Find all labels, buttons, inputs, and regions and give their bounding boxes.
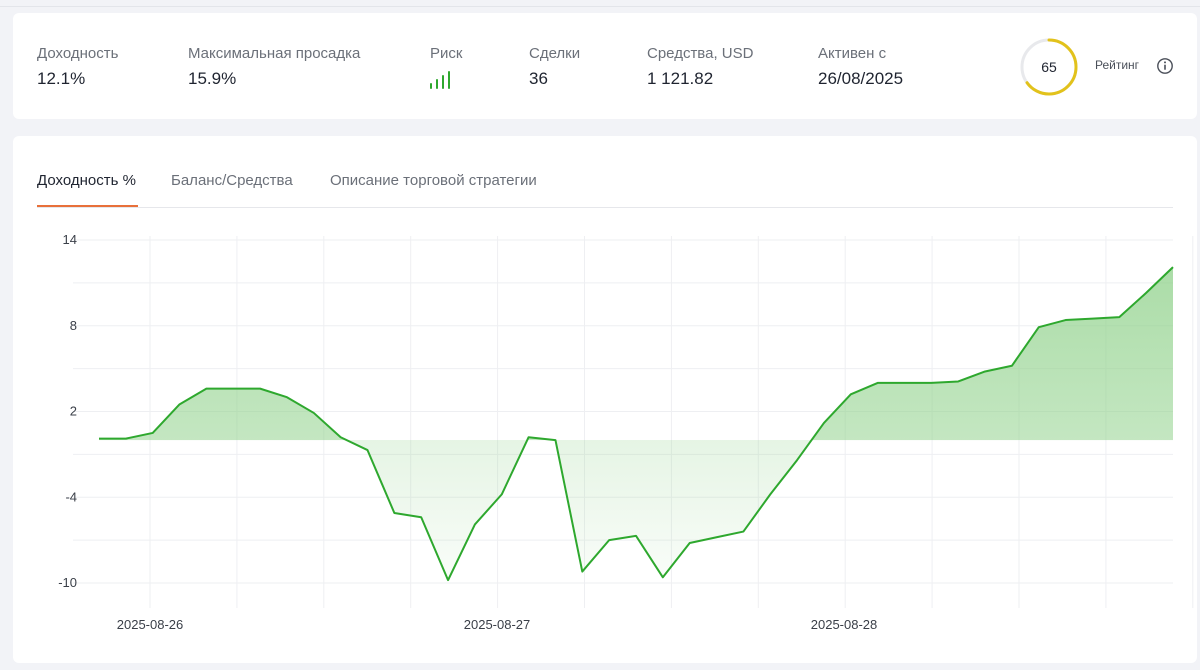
stat-max-drawdown-label: Максимальная просадка bbox=[188, 45, 361, 62]
y-tick-label: -10 bbox=[58, 575, 77, 590]
stat-max-drawdown-value: 15.9% bbox=[188, 69, 237, 88]
x-axis-ticks: 2025-08-26 2025-08-27 2025-08-28 bbox=[117, 617, 878, 632]
x-tick-label: 2025-08-26 bbox=[117, 617, 184, 632]
tab-balance-equity[interactable]: Баланс/Средства bbox=[171, 172, 293, 189]
y-tick-label: -4 bbox=[65, 489, 77, 504]
rating-value: 65 bbox=[1041, 59, 1057, 75]
stat-return-value: 12.1% bbox=[37, 69, 86, 88]
tabs-divider bbox=[37, 207, 1173, 208]
chart-area-fill bbox=[99, 267, 1173, 581]
stat-active-since: Активен с 26/08/2025 bbox=[818, 45, 903, 89]
chart-series-line bbox=[99, 266, 1174, 582]
stat-return-label: Доходность bbox=[37, 45, 119, 62]
stat-trades-label: Сделки bbox=[529, 45, 581, 62]
rating-gauge bbox=[1020, 38, 1078, 96]
y-tick-label: 8 bbox=[70, 318, 77, 333]
active-tab-indicator bbox=[37, 205, 138, 207]
stat-active-since-value: 26/08/2025 bbox=[818, 69, 904, 88]
stat-equity: Средства, USD 1 121.82 bbox=[647, 45, 753, 89]
stat-trades-value: 36 bbox=[529, 69, 548, 88]
x-tick-label: 2025-08-28 bbox=[811, 617, 878, 632]
return-chart: 14 8 2 -4 -10 2025-08-26 2025-08-27 2025-08-28 bbox=[58, 232, 1194, 632]
risk-bar bbox=[448, 71, 450, 89]
stat-trades: Сделки 36 bbox=[529, 45, 580, 89]
area-fill-positive bbox=[99, 267, 1173, 441]
risk-bar bbox=[430, 83, 432, 89]
risk-bar bbox=[436, 79, 438, 89]
return-series-line bbox=[99, 266, 1174, 582]
stat-risk-label: Риск bbox=[430, 45, 463, 62]
stat-return: Доходность 12.1% bbox=[37, 45, 118, 89]
y-axis-ticks: 14 8 2 -4 -10 bbox=[58, 232, 77, 590]
area-fill-negative bbox=[346, 440, 812, 581]
chart-panel: Доходность % Баланс/Средства Описание то… bbox=[13, 136, 1197, 663]
top-divider bbox=[0, 6, 1200, 7]
y-tick-label: 14 bbox=[63, 232, 77, 247]
risk-level-bars-icon bbox=[430, 69, 462, 89]
y-tick-label: 2 bbox=[70, 404, 77, 419]
x-tick-label: 2025-08-27 bbox=[464, 617, 531, 632]
rating-gauge-arc bbox=[1020, 38, 1078, 96]
account-stats-panel: Доходность 12.1% Максимальная просадка 1… bbox=[13, 13, 1197, 119]
stat-equity-value: 1 121.82 bbox=[647, 69, 714, 88]
stat-max-drawdown: Максимальная просадка 15.9% bbox=[188, 45, 360, 89]
stat-risk: Риск bbox=[430, 45, 462, 89]
tab-strategy-description[interactable]: Описание торговой стратегии bbox=[330, 172, 537, 189]
rating-label: Рейтинг bbox=[1095, 58, 1140, 72]
tab-return-percent[interactable]: Доходность % bbox=[37, 172, 136, 189]
info-icon[interactable] bbox=[1156, 57, 1174, 75]
stat-active-since-label: Активен с bbox=[818, 45, 887, 62]
risk-bar bbox=[442, 75, 444, 89]
stat-equity-label: Средства, USD bbox=[647, 45, 754, 62]
